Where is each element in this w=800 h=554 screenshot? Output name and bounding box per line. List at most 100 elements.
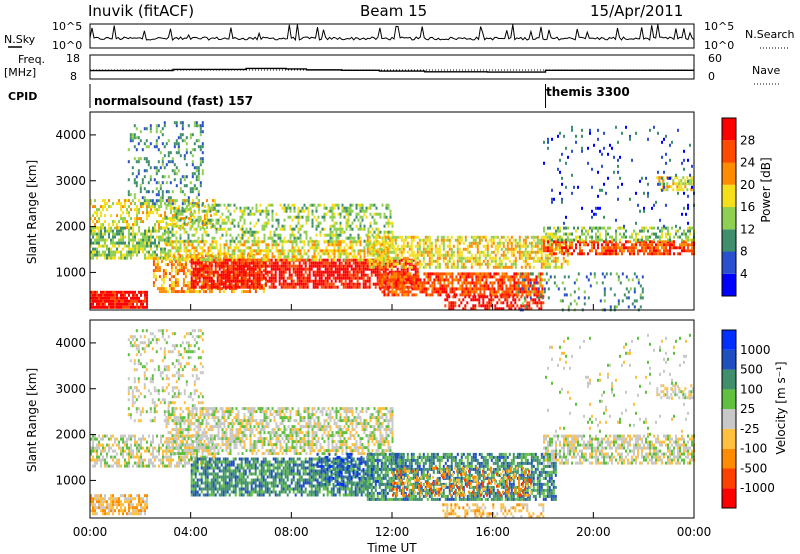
cpid-mode-1: themis 3300 <box>546 85 630 99</box>
scatter-cell <box>307 209 310 213</box>
nsky-trace <box>89 24 695 42</box>
scatter-cell <box>228 276 231 280</box>
scatter-cell <box>390 250 393 254</box>
scatter-cell <box>152 260 155 264</box>
scatter-cell <box>150 244 152 248</box>
scatter-cell <box>250 270 253 274</box>
scatter-cell <box>155 142 158 146</box>
scatter-cell <box>601 249 603 253</box>
scatter-cell <box>206 282 209 286</box>
scatter-cell <box>396 262 399 266</box>
scatter-cell <box>264 281 267 285</box>
scatter-cell <box>344 270 347 274</box>
scatter-cell <box>518 307 521 311</box>
scatter-cell <box>347 206 350 210</box>
scatter-cell <box>366 267 369 271</box>
scatter-cell <box>171 255 174 259</box>
scatter-cell <box>176 269 179 273</box>
scatter-cell <box>110 205 112 209</box>
scatter-cell <box>376 241 379 245</box>
scatter-cell <box>386 235 389 239</box>
scatter-cell <box>234 285 237 289</box>
scatter-cell <box>470 307 473 311</box>
scatter-cell <box>149 124 152 128</box>
scatter-cell <box>544 253 547 257</box>
scatter-cell <box>263 221 266 225</box>
scatter-cell <box>140 244 142 248</box>
scatter-cell <box>508 259 511 263</box>
scatter-cell <box>583 243 585 247</box>
scatter-cell <box>372 282 375 286</box>
scatter-cell <box>345 218 348 222</box>
scatter-cell <box>190 261 193 265</box>
scatter-cell <box>98 238 100 242</box>
scatter-cell <box>565 240 567 244</box>
scatter-cell <box>112 229 114 233</box>
scatter-cell <box>497 281 500 285</box>
scatter-cell <box>357 249 360 253</box>
scatter-cell <box>641 243 643 247</box>
scatter-cell <box>108 293 110 297</box>
scatter-cell <box>404 238 407 242</box>
scatter-cell <box>146 232 148 236</box>
scatter-cell <box>197 172 200 176</box>
scatter-cell <box>637 252 639 256</box>
scatter-cell <box>597 240 599 244</box>
scatter-cell <box>161 133 164 137</box>
scatter-cell <box>486 253 489 257</box>
scatter-cell <box>102 223 104 227</box>
scatter-cell <box>351 246 354 250</box>
scatter-cell <box>243 230 246 234</box>
scatter-cell <box>335 239 338 243</box>
scatter-cell <box>138 226 140 230</box>
scatter-cell <box>204 220 206 224</box>
scatter-cell <box>350 264 353 268</box>
scatter-cell <box>349 252 352 256</box>
scatter-cell <box>359 224 362 228</box>
scatter-cell <box>383 212 386 216</box>
scatter-cell <box>525 278 528 282</box>
scatter-cell <box>423 281 426 285</box>
scatter-cell <box>418 250 421 254</box>
scatter-cell <box>356 285 359 289</box>
scatter-cell <box>258 285 261 289</box>
scatter-cell <box>358 261 361 265</box>
scatter-cell <box>275 227 278 231</box>
scatter-cell <box>511 275 514 279</box>
scatter-cell <box>154 223 156 227</box>
scatter-cell <box>386 276 389 280</box>
scatter-cell <box>271 215 274 219</box>
scatter-cell <box>336 267 339 271</box>
scatter-cell <box>511 284 514 288</box>
scatter-cell <box>157 124 160 128</box>
scatter-cell <box>160 226 162 230</box>
scatter-cell <box>149 178 152 182</box>
scatter-cell <box>541 278 544 282</box>
scatter-cell <box>291 203 294 207</box>
scatter-cell <box>386 241 389 245</box>
scatter-cell <box>138 296 140 300</box>
scatter-cell <box>499 281 502 285</box>
scatter-cell <box>410 259 413 263</box>
scatter-cell <box>225 252 228 256</box>
scatter-cell <box>551 252 553 256</box>
scatter-cell <box>188 260 191 264</box>
scatter-cell <box>336 285 339 289</box>
scatter-cell <box>204 290 207 294</box>
scatter-cell <box>185 209 188 213</box>
scatter-cell <box>191 160 194 164</box>
scatter-cell <box>216 276 219 280</box>
scatter-cell <box>209 218 212 222</box>
scatter-cell <box>252 276 255 280</box>
scatter-cell <box>178 266 181 270</box>
scatter-cell <box>263 236 266 240</box>
scatter-cell <box>498 262 501 266</box>
scatter-cell <box>500 295 503 299</box>
scatter-cell <box>130 217 132 221</box>
scatter-cell <box>227 252 230 256</box>
scatter-cell <box>282 282 285 286</box>
scatter-cell <box>466 256 469 260</box>
scatter-cell <box>364 279 367 283</box>
scatter-cell <box>513 272 516 276</box>
scatter-cell <box>209 209 212 213</box>
